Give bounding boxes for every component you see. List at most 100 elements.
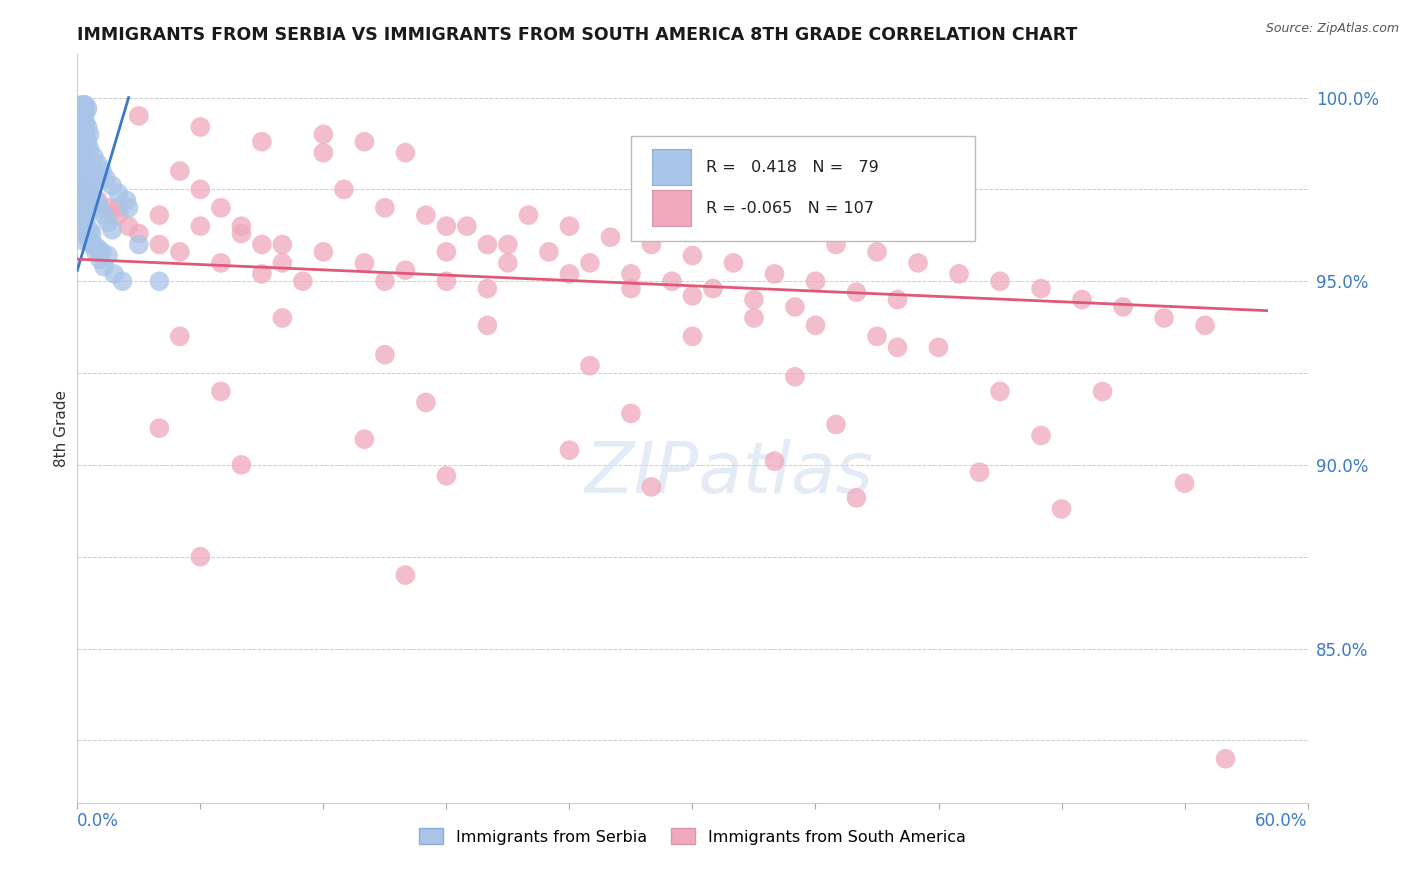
Point (374, 348, 396, 362)
Point (169, 329, 191, 343)
Point (312, 128, 335, 142)
Point (374, 201, 396, 215)
Point (250, 237, 273, 252)
Point (80, 186, 103, 200)
Point (72, 102, 94, 116)
Point (291, 274, 314, 288)
Point (84, 244, 107, 259)
Text: 60.0%: 60.0% (1256, 812, 1308, 830)
Point (436, 274, 458, 288)
Point (148, 274, 170, 288)
Point (1174, 476, 1197, 491)
Point (79, 178, 101, 193)
Point (783, 300, 806, 314)
Bar (652, 190, 692, 226)
Point (70, 142, 93, 156)
Point (72, 98, 94, 112)
Point (620, 267, 643, 281)
Point (107, 186, 129, 200)
Point (83, 237, 105, 252)
Point (188, 219, 212, 234)
Point (1112, 300, 1135, 314)
Point (640, 480, 662, 494)
Point (579, 359, 602, 373)
Point (477, 237, 499, 252)
Point (723, 256, 745, 270)
Point (579, 256, 602, 270)
Point (436, 219, 458, 234)
Point (75, 161, 97, 175)
Point (415, 208, 437, 222)
Point (558, 443, 581, 458)
Point (107, 208, 129, 222)
Point (75, 138, 97, 153)
FancyBboxPatch shape (631, 136, 976, 241)
Point (79, 128, 101, 142)
Point (75, 116, 97, 130)
Point (89, 252, 111, 267)
Point (72, 234, 94, 248)
Point (804, 274, 827, 288)
Text: R = -0.065   N = 107: R = -0.065 N = 107 (706, 201, 875, 216)
Point (70, 128, 93, 142)
Point (599, 230, 621, 244)
Point (886, 293, 908, 307)
Point (128, 227, 150, 241)
Point (70, 105, 93, 120)
Point (250, 135, 273, 149)
Point (988, 274, 1011, 288)
Point (72, 109, 94, 123)
Point (70, 112, 93, 127)
Point (825, 237, 848, 252)
Point (79, 223, 101, 237)
Point (67, 178, 90, 193)
Text: Source: ZipAtlas.com: Source: ZipAtlas.com (1265, 22, 1399, 36)
Point (783, 369, 806, 384)
Point (72, 168, 94, 182)
Point (188, 549, 212, 564)
Point (72, 157, 94, 171)
Point (101, 178, 124, 193)
Point (271, 310, 294, 325)
Point (231, 458, 253, 472)
Point (70, 215, 93, 229)
Point (76, 190, 98, 204)
Point (209, 201, 232, 215)
Point (353, 256, 375, 270)
Point (75, 128, 97, 142)
Point (75, 135, 97, 149)
Point (682, 289, 704, 303)
Point (79, 194, 101, 208)
Bar (652, 149, 692, 185)
Point (188, 182, 212, 196)
Y-axis label: 8th Grade: 8th Grade (53, 390, 69, 467)
Point (97, 215, 120, 229)
Point (231, 227, 253, 241)
Point (640, 237, 662, 252)
Point (353, 432, 375, 446)
Point (76, 120, 98, 134)
Point (101, 223, 124, 237)
Legend: Immigrants from Serbia, Immigrants from South America: Immigrants from Serbia, Immigrants from … (413, 822, 972, 851)
Point (496, 256, 519, 270)
Point (188, 120, 212, 134)
Point (436, 469, 458, 483)
Point (128, 237, 150, 252)
Point (517, 208, 540, 222)
Text: 0.0%: 0.0% (77, 812, 120, 830)
Point (72, 123, 94, 137)
Point (620, 282, 643, 296)
Point (907, 256, 929, 270)
Point (456, 219, 478, 234)
Point (90, 164, 114, 178)
Point (988, 384, 1011, 399)
Point (477, 318, 499, 333)
Point (682, 329, 704, 343)
Point (825, 417, 848, 432)
Point (94, 171, 117, 186)
Point (948, 267, 970, 281)
Point (76, 135, 98, 149)
Point (661, 274, 683, 288)
Point (969, 465, 991, 479)
Point (537, 244, 560, 259)
